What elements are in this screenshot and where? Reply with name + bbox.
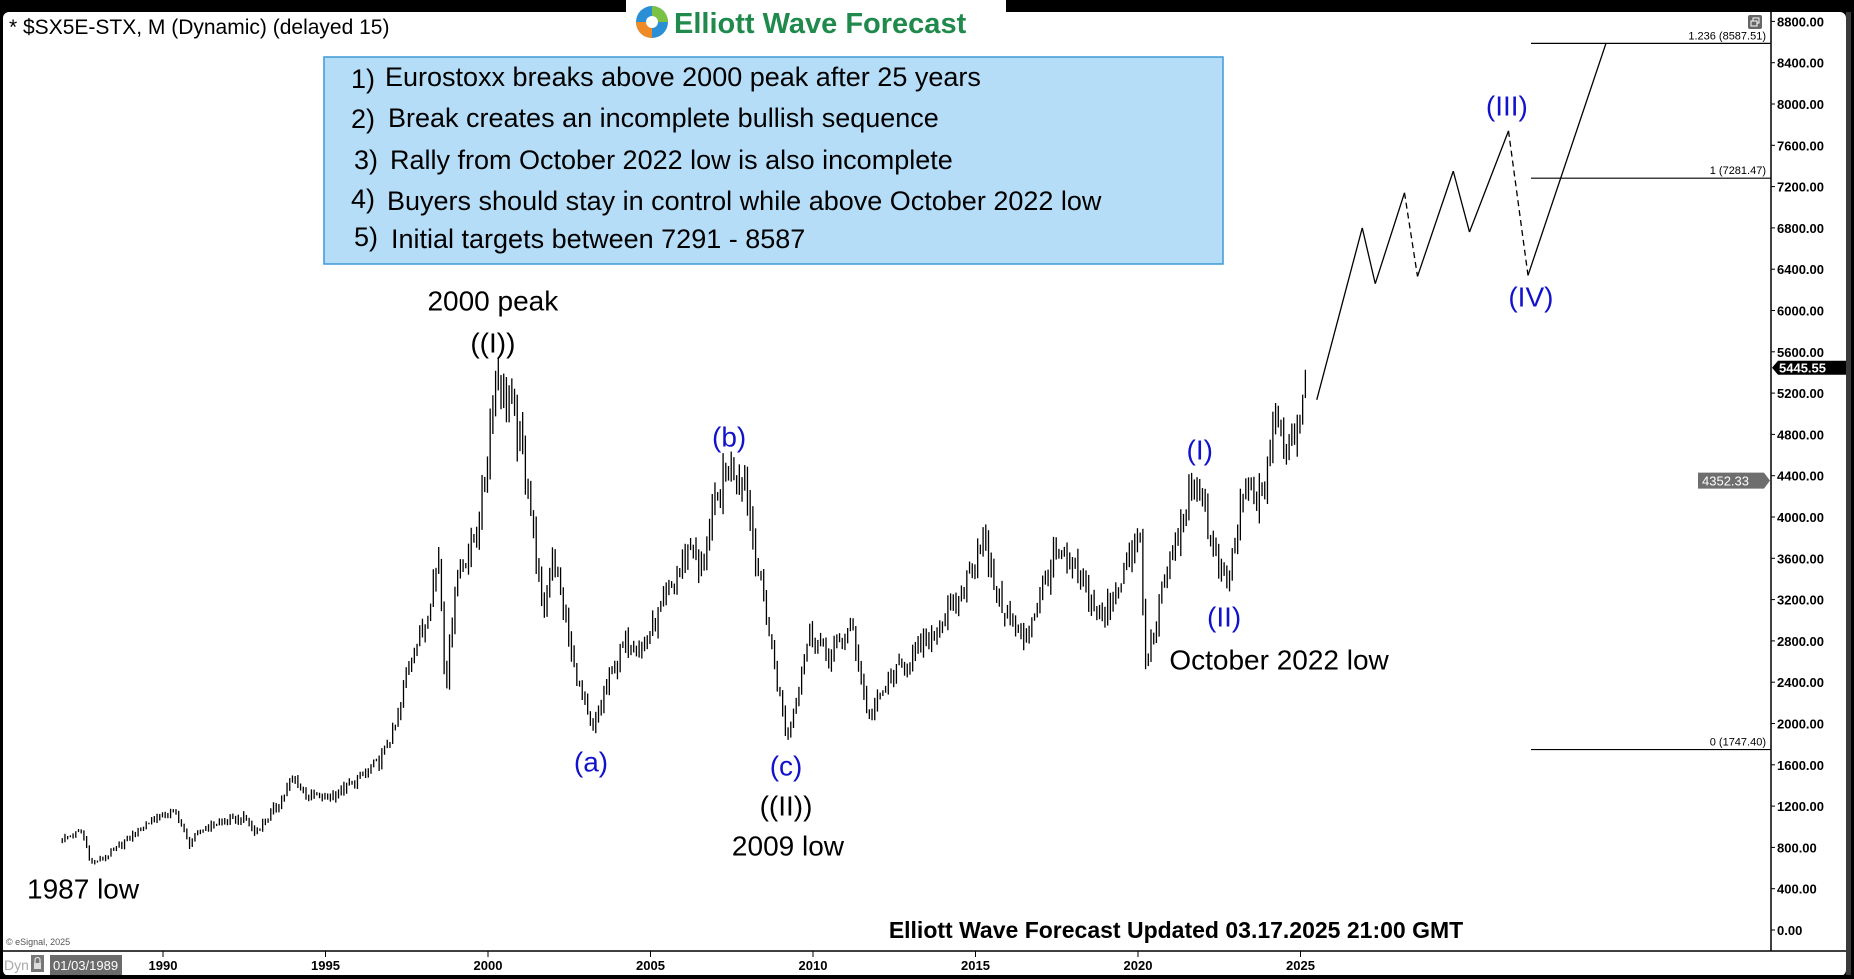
projection-segment: [1527, 43, 1607, 276]
wave-label: (IV): [1508, 281, 1553, 312]
projection-segment: [1452, 170, 1471, 233]
right-scroll-edge[interactable]: [1846, 12, 1851, 976]
y-tick-label: 7200.00: [1777, 180, 1824, 195]
y-tick-label: 800.00: [1777, 840, 1817, 855]
wave-label: (III): [1486, 90, 1528, 121]
y-tick-label: 8400.00: [1777, 56, 1824, 71]
x-tick-label: 2005: [636, 958, 665, 973]
y-tick-label: 2400.00: [1777, 675, 1824, 690]
wave-label: (b): [712, 421, 746, 452]
projection-segment: [1468, 130, 1510, 233]
copyright-text: © eSignal, 2025: [6, 937, 70, 947]
logo-icon: [636, 6, 668, 38]
x-tick-label: 2020: [1124, 958, 1153, 973]
y-tick-label: 8800.00: [1777, 14, 1824, 29]
wave-label: (c): [770, 751, 803, 782]
x-tick-label: 2025: [1286, 958, 1315, 973]
y-tick-label: 5200.00: [1777, 386, 1824, 401]
y-tick-label: 4800.00: [1777, 427, 1824, 442]
x-tick-label: 2015: [961, 958, 990, 973]
x-tick-label: 1990: [149, 958, 178, 973]
projection-segment: [1403, 192, 1419, 277]
y-tick-label: 4000.00: [1777, 510, 1824, 525]
info-item-text: Eurostoxx breaks above 2000 peak after 2…: [385, 62, 981, 92]
y-tick-label: 8000.00: [1777, 97, 1824, 112]
y-tick-label: 6000.00: [1777, 304, 1824, 319]
x-tick-label: 2010: [799, 958, 828, 973]
chart-title: * $SX5E-STX, M (Dynamic) (delayed 15): [9, 16, 389, 39]
projection-path: [1316, 43, 1607, 400]
projection-segment: [1416, 170, 1454, 277]
projection-segment: [1507, 130, 1529, 276]
y-tick-label: 4400.00: [1777, 469, 1824, 484]
wave-label: (a): [574, 747, 608, 778]
info-item-number: 1): [351, 64, 375, 94]
updated-footer: Elliott Wave Forecast Updated 03.17.2025…: [889, 917, 1463, 943]
y-tick-label: 5600.00: [1777, 345, 1824, 360]
y-tick-label: 3600.00: [1777, 551, 1824, 566]
logo: Elliott Wave Forecast: [626, 0, 1006, 45]
fib-level-label: 1.236 (8587.51): [1688, 30, 1766, 42]
info-item-number: 4): [351, 184, 375, 214]
logo-background: [626, 0, 1006, 45]
wave-label: 1987 low: [27, 874, 140, 905]
info-box: 1) Eurostoxx breaks above 2000 peak afte…: [323, 56, 1224, 265]
info-item-number: 2): [351, 104, 375, 134]
logo-text: Elliott Wave Forecast: [674, 8, 967, 40]
projection-segment: [1316, 227, 1363, 400]
wave-label: ((I)): [470, 328, 515, 359]
info-item-text: Buyers should stay in control while abov…: [387, 186, 1102, 216]
reference-price-label: 4352.33: [1702, 474, 1749, 489]
y-tick-label: 7600.00: [1777, 138, 1824, 153]
fib-level-label: 0 (1747.40): [1710, 737, 1766, 749]
x-axis[interactable]: 1990 1995 2000 2005 2010 2015 2020 2025: [149, 951, 1315, 973]
info-item-number: 3): [354, 145, 378, 175]
price-labels: 5445.55 4352.33: [1698, 360, 1846, 489]
y-tick-label: 6400.00: [1777, 262, 1824, 277]
last-price-label-bg: [1772, 360, 1846, 375]
x-tick-label: 1995: [311, 958, 340, 973]
fib-level-label: 1 (7281.47): [1710, 165, 1766, 177]
y-tick-label: 2000.00: [1777, 717, 1824, 732]
y-tick-label: 1200.00: [1777, 799, 1824, 814]
info-box-background: [323, 56, 1224, 265]
y-tick-label: 2800.00: [1777, 634, 1824, 649]
info-item-text: Break creates an incomplete bullish sequ…: [388, 103, 939, 133]
reference-price-label-bg: [1698, 472, 1770, 489]
y-tick-label: 6800.00: [1777, 221, 1824, 236]
y-tick-label: 3200.00: [1777, 593, 1824, 608]
wave-label: (I): [1187, 434, 1213, 465]
info-item-number: 5): [354, 222, 378, 252]
wave-label: ((II)): [760, 790, 813, 821]
bottom-border: [0, 975, 1854, 979]
info-item-text: Rally from October 2022 low is also inco…: [390, 145, 953, 175]
x-tick-label: 2000: [474, 958, 503, 973]
wave-label: October 2022 low: [1169, 645, 1389, 676]
y-tick-label: 1600.00: [1777, 758, 1824, 773]
info-item-text: Initial targets between 7291 - 8587: [391, 224, 805, 254]
wave-label: (II): [1207, 602, 1241, 633]
y-axis[interactable]: 0.00 400.00 800.00 1200.00 1600.00 2000.00 240…: [1771, 14, 1824, 938]
y-tick-label: 0.00: [1777, 923, 1802, 938]
wave-annotations: 1987 low 2000 peak ((I)) (a) (b) (c) ((II)) 200…: [27, 90, 1553, 904]
fib-levels: 1.236 (8587.51) 1 (7281.47) 0 (1747.40): [1531, 30, 1771, 751]
projection-segment: [1361, 227, 1376, 284]
wave-label: 2000 peak: [427, 286, 559, 317]
wave-label: 2009 low: [732, 830, 845, 861]
price-bars: [61, 357, 1307, 865]
restore-window-icon[interactable]: [1748, 15, 1762, 29]
y-tick-label: 400.00: [1777, 882, 1817, 897]
last-price-label: 5445.55: [1779, 361, 1826, 376]
projection-segment: [1374, 192, 1406, 284]
